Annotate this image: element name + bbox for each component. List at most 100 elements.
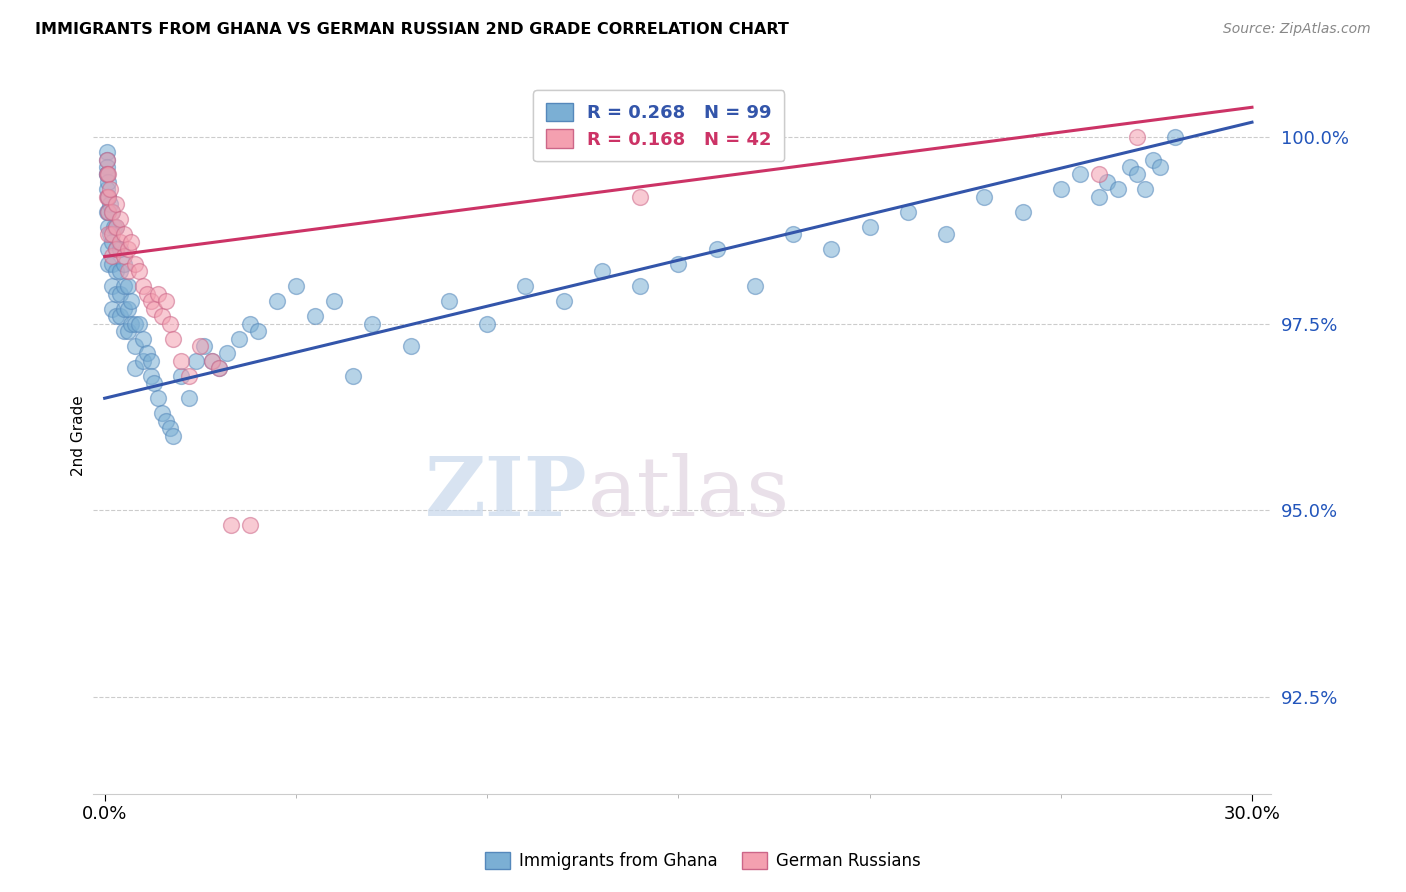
- Point: [170, 354, 193, 368]
- Point: [135, 346, 157, 360]
- Point: [475, 317, 498, 331]
- Point: [1088, 168, 1111, 182]
- Point: [132, 354, 155, 368]
- Point: [150, 406, 173, 420]
- Text: IMMIGRANTS FROM GHANA VS GERMAN RUSSIAN 2ND GRADE CORRELATION CHART: IMMIGRANTS FROM GHANA VS GERMAN RUSSIAN …: [35, 22, 789, 37]
- Point: [515, 279, 537, 293]
- Point: [1126, 130, 1149, 145]
- Point: [96, 204, 118, 219]
- Point: [239, 317, 262, 331]
- Point: [1164, 130, 1187, 145]
- Point: [135, 286, 157, 301]
- Point: [208, 361, 231, 376]
- Point: [150, 309, 173, 323]
- Point: [361, 317, 384, 331]
- Point: [1149, 160, 1171, 174]
- Point: [96, 168, 118, 182]
- Point: [124, 257, 146, 271]
- Point: [342, 368, 364, 383]
- Point: [143, 376, 166, 391]
- Point: [96, 145, 118, 159]
- Point: [97, 204, 120, 219]
- Point: [96, 153, 118, 167]
- Point: [96, 168, 118, 182]
- Point: [208, 361, 231, 376]
- Point: [935, 227, 957, 241]
- Point: [117, 264, 139, 278]
- Y-axis label: 2nd Grade: 2nd Grade: [72, 395, 86, 476]
- Point: [117, 301, 139, 316]
- Point: [96, 160, 118, 174]
- Point: [132, 279, 155, 293]
- Text: atlas: atlas: [588, 453, 790, 533]
- Point: [112, 324, 135, 338]
- Point: [1133, 182, 1156, 196]
- Point: [97, 175, 120, 189]
- Point: [112, 257, 135, 271]
- Point: [159, 421, 181, 435]
- Point: [105, 309, 128, 323]
- Point: [1095, 175, 1118, 189]
- Point: [143, 301, 166, 316]
- Point: [105, 197, 128, 211]
- Point: [228, 332, 250, 346]
- Point: [105, 242, 128, 256]
- Point: [553, 294, 575, 309]
- Point: [215, 346, 238, 360]
- Point: [148, 286, 170, 301]
- Point: [100, 197, 122, 211]
- Point: [284, 279, 307, 293]
- Point: [186, 354, 208, 368]
- Point: [162, 428, 184, 442]
- Point: [124, 361, 146, 376]
- Point: [101, 279, 124, 293]
- Point: [97, 190, 120, 204]
- Point: [155, 294, 177, 309]
- Point: [1011, 204, 1033, 219]
- Point: [591, 264, 613, 278]
- Point: [399, 339, 422, 353]
- Point: [666, 257, 689, 271]
- Point: [108, 235, 131, 249]
- Point: [117, 242, 139, 256]
- Point: [117, 324, 139, 338]
- Point: [128, 317, 150, 331]
- Point: [97, 190, 120, 204]
- Point: [148, 391, 170, 405]
- Point: [96, 153, 118, 167]
- Point: [108, 264, 131, 278]
- Point: [628, 190, 651, 204]
- Point: [628, 279, 651, 293]
- Point: [105, 219, 128, 234]
- Point: [101, 235, 124, 249]
- Point: [239, 518, 262, 533]
- Point: [1107, 182, 1129, 196]
- Point: [1142, 153, 1164, 167]
- Point: [323, 294, 346, 309]
- Point: [108, 286, 131, 301]
- Point: [117, 279, 139, 293]
- Point: [266, 294, 288, 309]
- Text: ZIP: ZIP: [425, 453, 588, 533]
- Point: [858, 219, 880, 234]
- Point: [97, 257, 120, 271]
- Point: [108, 212, 131, 227]
- Point: [112, 301, 135, 316]
- Point: [105, 264, 128, 278]
- Point: [101, 204, 124, 219]
- Point: [105, 286, 128, 301]
- Point: [820, 242, 842, 256]
- Point: [101, 227, 124, 241]
- Point: [159, 317, 181, 331]
- Point: [177, 391, 200, 405]
- Point: [1088, 190, 1111, 204]
- Point: [97, 227, 120, 241]
- Point: [139, 368, 162, 383]
- Point: [100, 182, 122, 196]
- Point: [1126, 168, 1149, 182]
- Point: [108, 242, 131, 256]
- Point: [139, 354, 162, 368]
- Point: [437, 294, 460, 309]
- Point: [101, 204, 124, 219]
- Point: [201, 354, 224, 368]
